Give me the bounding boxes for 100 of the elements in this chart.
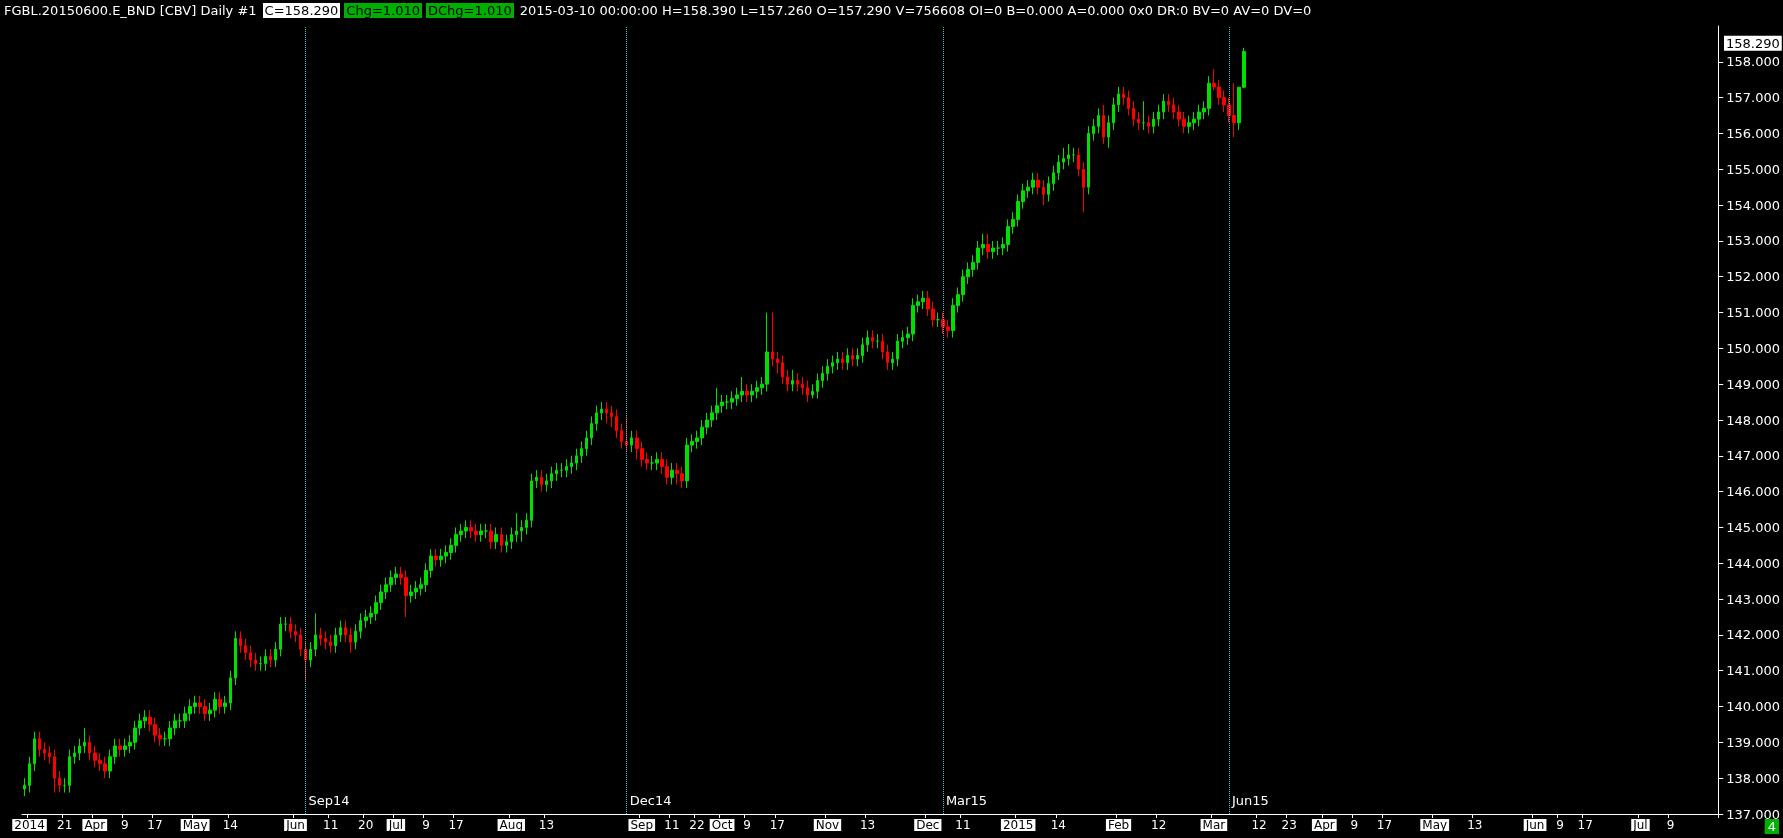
candlestick xyxy=(786,369,789,392)
x-tick-label: 12 xyxy=(1251,818,1267,832)
candlestick xyxy=(886,344,889,371)
x-tick-label: 11 xyxy=(955,818,971,832)
candlestick xyxy=(1087,125,1090,195)
candlestick xyxy=(1107,115,1110,149)
x-tick-label: 9 xyxy=(121,818,129,832)
candlestick xyxy=(314,612,317,657)
x-tick-label: 9 xyxy=(422,818,430,832)
candlestick xyxy=(1082,161,1085,213)
candlestick xyxy=(776,351,779,374)
candlestick xyxy=(229,670,232,711)
candlestick xyxy=(1036,172,1040,195)
candlestick xyxy=(68,749,71,794)
candlestick xyxy=(494,526,498,550)
candlestick xyxy=(605,401,608,425)
candlestick xyxy=(218,691,222,715)
candlestick xyxy=(625,415,628,453)
candlestick xyxy=(489,523,493,550)
candlestick xyxy=(585,430,588,457)
x-tick-label: Apr xyxy=(1313,818,1335,832)
x-tick-label: Jun xyxy=(285,818,305,832)
candlestick xyxy=(520,519,523,543)
candlestick xyxy=(580,440,583,464)
candlestick xyxy=(259,655,262,672)
candlestick xyxy=(550,466,553,489)
annotation: Mar15 xyxy=(945,793,987,808)
candlestick xyxy=(1147,115,1150,134)
candlestick xyxy=(871,329,874,349)
candlestick xyxy=(540,469,543,493)
y-tick-label: 142.000 xyxy=(1726,627,1781,643)
x-tick-label: Jul xyxy=(1632,818,1648,832)
y-tick-label: 152.000 xyxy=(1726,269,1781,285)
x-tick-label: 14 xyxy=(222,818,238,832)
candlestick xyxy=(38,731,41,758)
candlestick xyxy=(510,526,513,550)
candlestick xyxy=(565,458,568,478)
text: C=158.290 xyxy=(262,3,341,18)
candlestick xyxy=(515,512,518,543)
x-tick-label: 12 xyxy=(1151,818,1167,832)
candlestick xyxy=(545,473,548,493)
candlestick xyxy=(831,355,834,374)
candlestick xyxy=(555,462,558,482)
candlestick xyxy=(1122,86,1125,106)
candlestick xyxy=(896,333,899,367)
x-tick-label: 11 xyxy=(664,818,680,832)
y-tick-label: 140.000 xyxy=(1726,699,1781,715)
y-tick-label: 157.000 xyxy=(1726,90,1781,106)
candlestick xyxy=(500,526,503,554)
candlestick xyxy=(279,616,282,657)
y-tick-label: 145.000 xyxy=(1726,519,1781,535)
candlestick xyxy=(23,777,26,797)
candlestick xyxy=(269,648,272,668)
x-tick-label: 23 xyxy=(1281,818,1297,832)
x-tick-label: 17 xyxy=(448,818,464,832)
candlestick xyxy=(78,738,81,761)
candlestick xyxy=(349,627,352,654)
candlestick xyxy=(334,627,337,654)
candlestick xyxy=(304,641,307,682)
candlestick xyxy=(1042,179,1045,206)
candlestick xyxy=(223,695,227,715)
x-tick-label: 17 xyxy=(1376,818,1393,832)
text: 158.290 xyxy=(1726,35,1780,51)
x-tick-label: Feb xyxy=(1107,818,1130,832)
candlestick xyxy=(83,727,86,754)
candlestick xyxy=(484,523,488,539)
candlestick xyxy=(570,455,573,475)
candlestick xyxy=(1057,154,1060,181)
candlestick xyxy=(861,337,864,364)
x-tick-label: Jun xyxy=(1524,818,1545,832)
x-tick-label: May xyxy=(182,818,208,832)
candlestick xyxy=(1112,97,1115,131)
candlestick xyxy=(791,369,794,392)
candlestick xyxy=(745,383,749,403)
text: 2015-03-10 00:00:00 H=158.390 L=157.260 O=157.290 V=756608 OI=0 B=0.000 A=0.000 0x0 DR:0 BV=0 AV=0 DV=0 xyxy=(518,3,1313,18)
candlestick xyxy=(324,630,327,650)
x-tick-label: Dec xyxy=(916,818,940,832)
x-tick-label: 17 xyxy=(1577,818,1593,832)
candlestick xyxy=(73,745,76,765)
candlestick xyxy=(244,637,247,661)
x-tick-label: 9 xyxy=(1666,818,1675,832)
candlestick xyxy=(1097,107,1100,134)
annotation: Jun15 xyxy=(1230,793,1269,808)
x-tick-label: Mar xyxy=(1202,818,1226,832)
candlestick xyxy=(1142,100,1145,131)
candlestick xyxy=(1152,111,1155,134)
x-tick-label: May xyxy=(1422,818,1448,832)
candlestick xyxy=(841,351,844,371)
candlestick xyxy=(28,756,31,794)
x-tick-label: Apr xyxy=(84,818,106,832)
candlestick xyxy=(530,473,533,528)
candlestick xyxy=(806,380,809,403)
candlestick xyxy=(866,329,869,353)
x-tick-label: 9 xyxy=(1350,818,1359,832)
y-tick-label: 138.000 xyxy=(1726,770,1781,786)
candlestick xyxy=(359,612,362,639)
candlestick xyxy=(289,616,292,639)
candlestick xyxy=(264,648,267,672)
candlestick xyxy=(33,731,36,772)
x-tick-label: 14 xyxy=(1050,818,1066,832)
